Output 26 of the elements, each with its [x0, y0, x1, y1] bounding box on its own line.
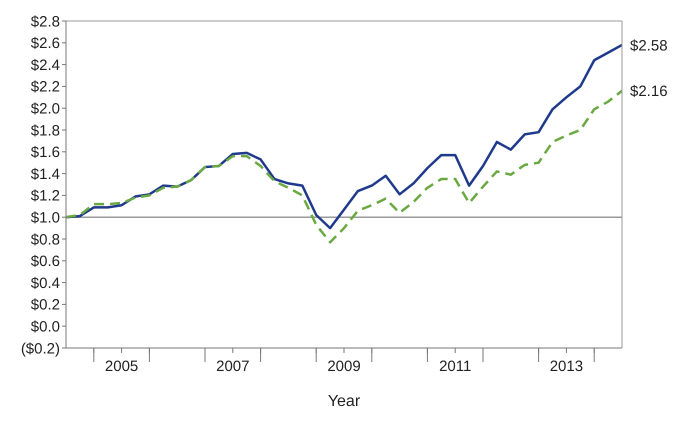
x-tick-label: 2009 — [327, 358, 361, 375]
y-tick-label: $2.6 — [30, 35, 60, 52]
line-series — [66, 90, 622, 244]
y-tick-label: $0.8 — [30, 231, 60, 248]
x-tick-label: 2007 — [216, 358, 250, 375]
x-tick-label: 2011 — [439, 358, 472, 375]
y-tick-label: $2.8 — [30, 13, 60, 30]
y-tick-label: $1.6 — [30, 144, 60, 162]
y-tick-label: $1.8 — [30, 122, 60, 140]
y-tick-label: $0.4 — [30, 274, 60, 292]
y-tick-label: $1.4 — [30, 166, 60, 183]
line-series — [66, 44, 622, 230]
x-tick-label: 2013 — [550, 358, 584, 375]
y-tick-label: $0.6 — [30, 253, 60, 270]
y-tick-label: $2.0 — [30, 100, 60, 118]
x-axis-title: Year — [328, 393, 361, 410]
y-tick-label: $0.0 — [30, 318, 60, 336]
y-tick-label: $1.2 — [30, 188, 60, 205]
x-tick-label: 2005 — [104, 358, 138, 375]
y-tick-label: $0.2 — [30, 296, 60, 314]
annotation: $2.16 — [630, 83, 668, 100]
y-tick-label: $2.4 — [30, 56, 60, 74]
y-tick-label: ($0.2) — [20, 340, 60, 358]
annotation: $2.58 — [630, 37, 668, 54]
y-tick-label: $1.0 — [30, 210, 60, 227]
y-tick-label: $2.2 — [30, 78, 60, 96]
